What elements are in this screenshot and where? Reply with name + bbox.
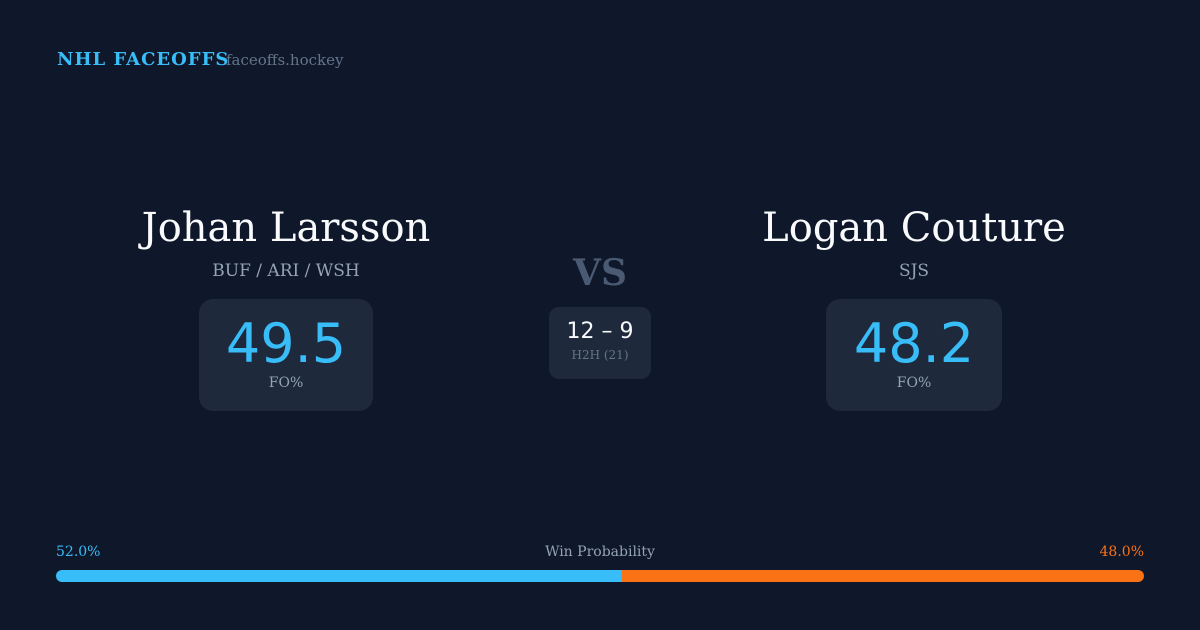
player-left: Johan Larsson BUF / ARI / WSH 49.5 FO% (36, 205, 536, 411)
fo-card: 48.2 FO% (826, 299, 1002, 411)
player-teams: BUF / ARI / WSH (212, 261, 360, 281)
h2h-score: 12 – 9 (566, 319, 634, 344)
player-teams: SJS (898, 261, 930, 281)
player-name: Johan Larsson (141, 205, 431, 251)
brand-title: NHL FACEOFFS (57, 49, 230, 70)
win-bar-left (56, 570, 622, 582)
win-label: Win Probability (545, 544, 655, 560)
fo-label: FO% (896, 375, 932, 391)
vs-label: VS (573, 252, 627, 294)
h2h-card: 12 – 9 H2H (21) (549, 307, 651, 379)
fo-value: 49.5 (225, 312, 347, 375)
fo-value: 48.2 (853, 312, 975, 375)
win-right: 48.0% (1099, 544, 1144, 560)
fo-label: FO% (268, 375, 304, 391)
win-bar-right (621, 570, 1144, 582)
win-probability-bar (56, 570, 1144, 582)
player-right: Logan Couture SJS 48.2 FO% (664, 205, 1164, 411)
player-name: Logan Couture (762, 205, 1066, 251)
h2h-label: H2H (21) (571, 348, 629, 362)
site-url: faceoffs.hockey (226, 51, 344, 69)
fo-card: 49.5 FO% (199, 299, 373, 411)
win-left: 52.0% (56, 544, 101, 560)
